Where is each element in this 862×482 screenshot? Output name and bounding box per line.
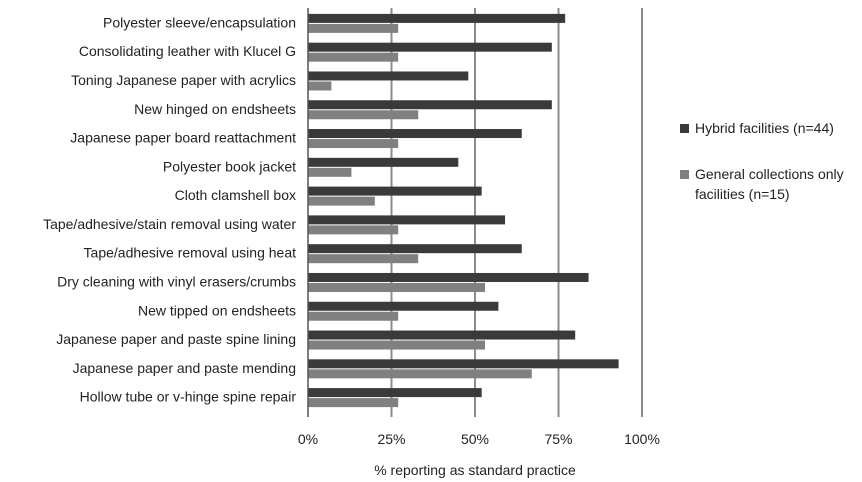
- category-label: Japanese paper board reattachment: [70, 130, 296, 146]
- category-label: New hinged on endsheets: [134, 101, 296, 117]
- bar-general-8: [308, 254, 419, 264]
- legend-item: General collections only facilities (n=1…: [680, 164, 860, 204]
- bar-hybrid-12: [308, 359, 619, 369]
- x-tick-label: 75%: [544, 431, 572, 447]
- bar-hybrid-3: [308, 100, 552, 110]
- legend-swatch: [680, 170, 689, 179]
- chart-legend: Hybrid facilities (n=44) General collecti…: [680, 118, 860, 230]
- category-label: Japanese paper and paste mending: [73, 360, 296, 376]
- category-label: Tape/adhesive/stain removal using water: [43, 216, 296, 232]
- bar-general-4: [308, 139, 399, 149]
- category-label: Cloth clamshell box: [175, 187, 296, 203]
- legend-swatch: [680, 124, 689, 133]
- bar-hybrid-2: [308, 71, 469, 81]
- category-label: Dry cleaning with vinyl erasers/crumbs: [57, 273, 296, 289]
- bar-hybrid-13: [308, 388, 482, 398]
- bar-hybrid-6: [308, 186, 482, 196]
- x-tick-label: 0%: [298, 431, 318, 447]
- bar-general-13: [308, 398, 399, 408]
- category-label: Polyester book jacket: [163, 158, 296, 174]
- bar-hybrid-8: [308, 244, 522, 254]
- legend-label: General collections only facilities (n=1…: [695, 166, 844, 202]
- bar-general-1: [308, 52, 399, 62]
- category-label: Hollow tube or v-hinge spine repair: [80, 389, 297, 405]
- category-label: New tipped on endsheets: [138, 302, 296, 318]
- category-label: Tape/adhesive removal using heat: [84, 245, 297, 261]
- bar-general-0: [308, 23, 399, 33]
- bar-hybrid-4: [308, 129, 522, 139]
- bar-hybrid-7: [308, 215, 506, 225]
- category-label: Consolidating leather with Klucel G: [79, 43, 296, 59]
- category-label: Polyester sleeve/encapsulation: [103, 14, 296, 30]
- bar-general-6: [308, 196, 375, 206]
- bar-general-12: [308, 369, 532, 379]
- legend-item: Hybrid facilities (n=44): [680, 118, 860, 138]
- bar-general-2: [308, 81, 332, 91]
- bar-general-11: [308, 340, 486, 350]
- x-tick-label: 50%: [461, 431, 489, 447]
- x-tick-label: 100%: [624, 431, 660, 447]
- category-label: Toning Japanese paper with acrylics: [71, 72, 296, 88]
- legend-label: Hybrid facilities (n=44): [695, 120, 834, 136]
- bar-general-7: [308, 225, 399, 235]
- bar-general-3: [308, 110, 419, 120]
- bar-hybrid-11: [308, 330, 576, 340]
- bar-hybrid-10: [308, 301, 499, 311]
- category-label: Japanese paper and paste spine lining: [56, 331, 296, 347]
- bar-general-10: [308, 311, 399, 321]
- bar-hybrid-9: [308, 272, 589, 282]
- x-axis-title: % reporting as standard practice: [374, 462, 576, 478]
- bar-general-5: [308, 167, 352, 177]
- x-tick-label: 25%: [377, 431, 405, 447]
- bar-general-9: [308, 282, 486, 292]
- bar-hybrid-5: [308, 157, 459, 167]
- bar-hybrid-0: [308, 13, 566, 23]
- bar-hybrid-1: [308, 42, 552, 52]
